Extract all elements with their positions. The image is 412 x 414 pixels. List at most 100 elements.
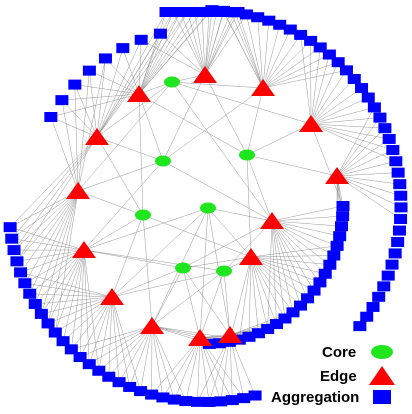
link-edge-aggregation [271,215,343,222]
link-edge-aggregation [138,11,195,95]
link-edge-aggregation [187,11,206,76]
link-edge-aggregation [9,136,98,228]
link-edge-aggregation [61,100,79,192]
link-edge-aggregation [194,11,206,76]
link-edge-aggregation [35,296,113,305]
link-edge-aggregation [223,10,264,89]
link-edge-aggregation [336,117,381,177]
link-edge-aggregation [41,190,79,314]
link-edge-aggregation [140,325,153,392]
link-core-edge [223,220,273,272]
link-edge-aggregation [47,249,85,324]
link-edge-aggregation [61,93,140,101]
link-edge-aggregation [185,337,201,402]
link-core-edge [83,214,144,251]
link-edge-aggregation [250,256,294,313]
link-core-edge [83,249,184,269]
link-edge-aggregation [310,123,344,207]
aggregation-node [301,293,315,304]
link-edge-aggregation [111,296,130,387]
link-edge-aggregation [336,175,400,185]
aggregation-node [361,92,375,103]
aggregation-node [331,57,345,68]
link-core-edge [182,267,231,336]
aggregation-node [173,7,187,17]
aggregation-node [366,301,380,312]
link-edge-aggregation [271,220,315,291]
aggregation-node [44,112,58,122]
link-core-edge [96,81,173,138]
aggregation-node [209,7,223,17]
link-edge-aggregation [310,97,369,125]
link-edge-aggregation [310,107,375,125]
edge-node [188,329,212,346]
aggregation-node [373,112,387,123]
link-edge-aggregation [271,220,340,237]
link-edge-aggregation [10,226,85,251]
link-edge-aggregation [204,12,236,76]
link-edge-aggregation [79,296,113,358]
aggregation-node [190,396,204,407]
link-edge-aggregation [204,11,217,76]
link-edge-aggregation [239,256,252,340]
link-edge-aggregation [77,70,90,192]
link-edge-aggregation [336,175,401,196]
link-edge-aggregation [50,116,79,192]
link-edge-aggregation [138,11,167,95]
link-core-edge [199,270,225,339]
blue-square-icon [373,390,391,404]
link-core-edge [111,207,209,298]
aggregation-node [377,281,391,292]
link-edge-aggregation [204,11,239,76]
link-edge-aggregation [89,296,113,365]
link-edge-aggregation [151,337,201,395]
core-node [239,149,255,161]
aggregation-node [28,299,42,309]
link-edge-aggregation [108,325,153,377]
link-edge-aggregation [55,249,85,333]
link-edge-aggregation [35,249,85,305]
aggregation-node [167,394,181,405]
link-edge-aggregation [129,325,153,388]
legend-aggregation-label: Aggregation [271,389,359,406]
link-edge-aggregation [250,256,286,319]
aggregation-node [14,267,28,278]
aggregation-node [251,12,265,23]
link-edge-aggregation [138,11,203,95]
aggregation-node [145,389,159,400]
aggregation-node [394,213,408,224]
link-edge-aggregation [79,325,153,358]
link-edge-aggregation [250,256,259,334]
aggregation-node [3,222,17,233]
aggregation-node [347,73,361,84]
aggregation-node [98,53,112,64]
core-node [135,209,151,221]
aggregation-node [385,259,399,270]
aggregation-node [283,24,297,35]
link-edge-aggregation [16,136,98,262]
link-edge-aggregation [11,136,98,239]
aggregation-node [181,7,195,17]
link-edge-aggregation [250,255,334,258]
aggregation-node [242,331,256,342]
link-core-edge [207,207,273,222]
link-edge-aggregation [71,249,85,350]
link-edge-aggregation [138,33,161,95]
link-core-edge [151,270,225,327]
link-edge-aggregation [122,48,140,95]
aggregation-nodes-layer [3,5,408,407]
link-edge-aggregation [199,337,210,402]
aggregation-node [202,7,216,17]
link-edge-aggregation [89,70,98,138]
link-edge-aggregation [111,296,141,392]
core-node [175,262,191,274]
link-edge-aggregation [250,245,338,258]
aggregation-node [294,300,308,311]
edge-node [218,326,242,343]
aggregation-node [307,285,321,296]
aggregation-node [48,327,62,338]
link-edge-aggregation [138,11,174,95]
link-edge-aggregation [204,14,247,76]
link-edge-aggregation [74,84,98,138]
aggregation-node [217,7,231,17]
